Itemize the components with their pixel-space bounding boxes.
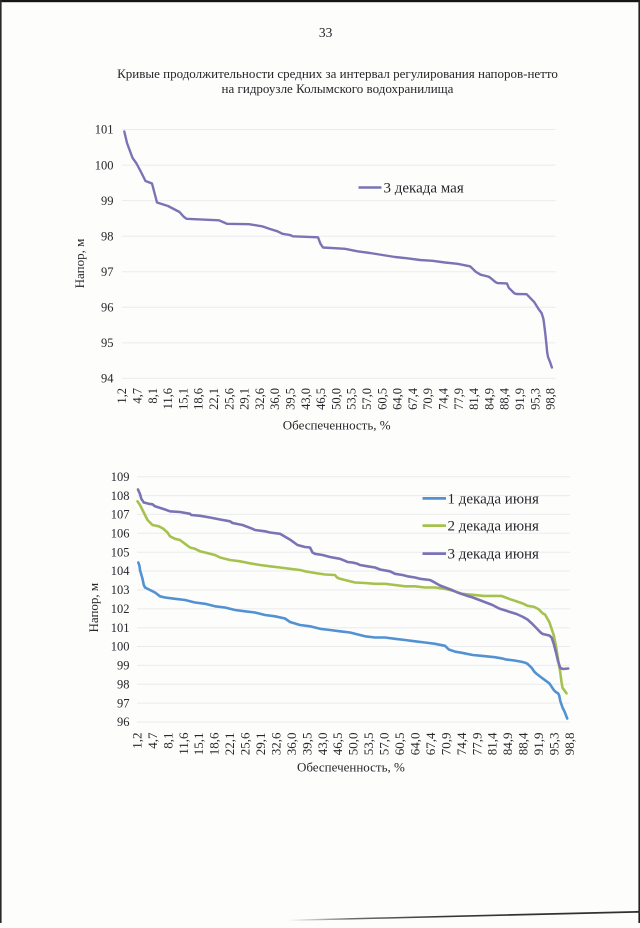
svg-text:98,8: 98,8 bbox=[544, 388, 558, 410]
svg-text:107: 107 bbox=[111, 508, 130, 522]
svg-text:60,5: 60,5 bbox=[392, 733, 407, 756]
svg-text:96: 96 bbox=[117, 715, 130, 729]
svg-text:46,5: 46,5 bbox=[314, 388, 328, 410]
svg-text:50,0: 50,0 bbox=[329, 388, 343, 410]
svg-text:94: 94 bbox=[101, 372, 114, 386]
svg-text:74,4: 74,4 bbox=[437, 387, 451, 410]
svg-text:98: 98 bbox=[101, 229, 114, 243]
svg-text:Обеспеченность, %: Обеспеченность, % bbox=[283, 418, 391, 433]
svg-text:64,0: 64,0 bbox=[408, 733, 423, 756]
svg-text:88,4: 88,4 bbox=[498, 387, 512, 410]
svg-text:50,0: 50,0 bbox=[346, 733, 361, 756]
svg-text:22,1: 22,1 bbox=[222, 733, 237, 756]
svg-text:2 декада июня: 2 декада июня bbox=[448, 519, 540, 535]
svg-text:36,0: 36,0 bbox=[268, 388, 282, 410]
svg-text:60,5: 60,5 bbox=[375, 388, 389, 410]
svg-text:1,2: 1,2 bbox=[129, 733, 144, 749]
svg-text:91,9: 91,9 bbox=[513, 388, 527, 410]
svg-text:88,4: 88,4 bbox=[516, 732, 531, 755]
svg-text:95,3: 95,3 bbox=[547, 733, 562, 756]
svg-text:36,0: 36,0 bbox=[284, 733, 299, 756]
svg-text:109: 109 bbox=[111, 470, 130, 484]
svg-text:Напор, м: Напор, м bbox=[86, 583, 101, 633]
svg-text:100: 100 bbox=[95, 158, 114, 172]
svg-text:67,4: 67,4 bbox=[406, 387, 420, 410]
svg-text:22,1: 22,1 bbox=[207, 388, 221, 410]
svg-text:3 декада мая: 3 декада мая bbox=[384, 181, 464, 197]
svg-text:91,9: 91,9 bbox=[531, 733, 546, 756]
svg-text:74,4: 74,4 bbox=[454, 732, 469, 755]
svg-text:95,3: 95,3 bbox=[528, 388, 542, 410]
svg-text:на гидроузле Колымского водохр: на гидроузле Колымского водохранилища bbox=[222, 81, 454, 96]
svg-text:104: 104 bbox=[111, 564, 131, 578]
svg-text:81,4: 81,4 bbox=[467, 387, 481, 410]
svg-text:100: 100 bbox=[111, 640, 130, 654]
svg-text:70,9: 70,9 bbox=[421, 388, 435, 410]
svg-text:1 декада июня: 1 декада июня bbox=[448, 491, 540, 507]
svg-text:84,9: 84,9 bbox=[500, 733, 515, 756]
svg-text:8,1: 8,1 bbox=[160, 733, 175, 749]
svg-text:105: 105 bbox=[111, 545, 130, 559]
svg-text:57,0: 57,0 bbox=[360, 388, 374, 410]
svg-text:15,1: 15,1 bbox=[176, 388, 190, 410]
svg-text:39,5: 39,5 bbox=[299, 733, 314, 756]
svg-text:39,5: 39,5 bbox=[284, 388, 298, 410]
svg-text:97: 97 bbox=[117, 696, 130, 710]
svg-text:43,0: 43,0 bbox=[299, 388, 313, 410]
svg-text:81,4: 81,4 bbox=[485, 732, 500, 755]
svg-text:98: 98 bbox=[117, 678, 130, 692]
svg-text:4,7: 4,7 bbox=[145, 732, 160, 749]
svg-text:18,6: 18,6 bbox=[207, 732, 222, 755]
svg-text:57,0: 57,0 bbox=[377, 733, 392, 756]
svg-text:95: 95 bbox=[101, 336, 114, 350]
svg-text:77,9: 77,9 bbox=[469, 733, 484, 756]
svg-text:32,6: 32,6 bbox=[253, 388, 267, 410]
svg-text:53,5: 53,5 bbox=[361, 733, 376, 756]
svg-text:11,6: 11,6 bbox=[176, 732, 191, 755]
svg-text:99: 99 bbox=[101, 194, 114, 208]
svg-text:Обеспеченность, %: Обеспеченность, % bbox=[297, 760, 405, 775]
svg-text:29,1: 29,1 bbox=[238, 388, 252, 410]
svg-text:1,2: 1,2 bbox=[115, 388, 129, 404]
svg-text:33: 33 bbox=[319, 25, 333, 40]
svg-text:64,0: 64,0 bbox=[391, 388, 405, 410]
svg-text:77,9: 77,9 bbox=[452, 388, 466, 410]
svg-text:108: 108 bbox=[111, 489, 130, 503]
svg-text:98,8: 98,8 bbox=[562, 733, 577, 756]
svg-text:Напор, м: Напор, м bbox=[72, 239, 87, 289]
svg-text:67,4: 67,4 bbox=[423, 732, 438, 755]
svg-text:32,6: 32,6 bbox=[268, 732, 283, 755]
svg-text:Кривые продолжительности средн: Кривые продолжительности средних за инте… bbox=[117, 66, 558, 81]
svg-text:11,6: 11,6 bbox=[161, 388, 175, 409]
svg-text:46,5: 46,5 bbox=[330, 733, 345, 756]
svg-text:102: 102 bbox=[111, 602, 130, 616]
svg-text:53,5: 53,5 bbox=[345, 388, 359, 410]
svg-text:25,6: 25,6 bbox=[238, 732, 253, 755]
svg-text:15,1: 15,1 bbox=[191, 733, 206, 756]
svg-text:101: 101 bbox=[111, 621, 130, 635]
svg-text:25,6: 25,6 bbox=[222, 388, 236, 410]
svg-text:101: 101 bbox=[95, 123, 114, 137]
svg-text:43,0: 43,0 bbox=[315, 733, 330, 756]
svg-text:96: 96 bbox=[101, 301, 114, 315]
svg-text:18,6: 18,6 bbox=[192, 388, 206, 410]
svg-text:3 декада июня: 3 декада июня bbox=[448, 547, 540, 563]
svg-text:4,7: 4,7 bbox=[131, 388, 145, 404]
svg-text:70,9: 70,9 bbox=[438, 733, 453, 756]
svg-text:103: 103 bbox=[111, 583, 130, 597]
svg-text:99: 99 bbox=[117, 659, 130, 673]
svg-text:29,1: 29,1 bbox=[253, 733, 268, 756]
svg-text:97: 97 bbox=[101, 265, 114, 279]
svg-text:84,9: 84,9 bbox=[482, 388, 496, 410]
svg-text:106: 106 bbox=[111, 527, 130, 541]
svg-text:8,1: 8,1 bbox=[146, 388, 160, 404]
